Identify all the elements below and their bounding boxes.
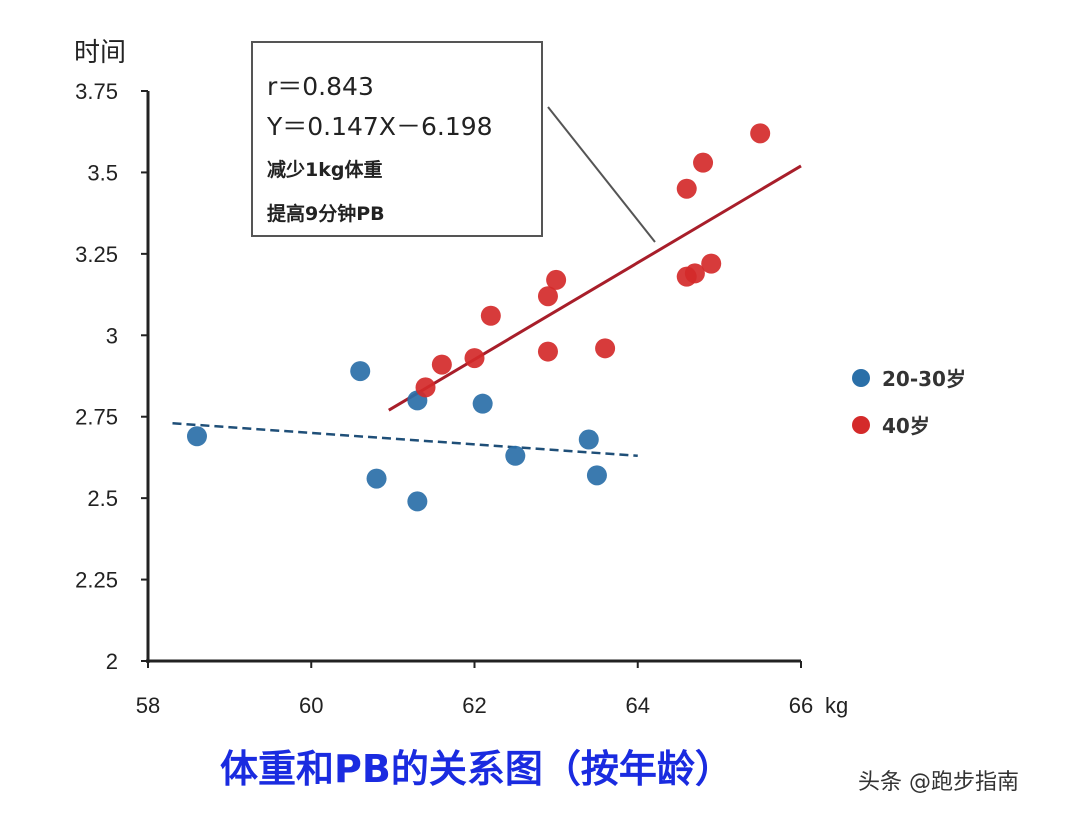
blue-data-point xyxy=(186,426,207,447)
red-data-point xyxy=(750,123,771,144)
annotation-box: r＝0.843 Y＝0.147X－6.198 减少1kg体重 提高9分钟PB xyxy=(251,41,543,237)
blue-data-point xyxy=(472,393,493,414)
annotation-r: r＝0.843 xyxy=(267,72,374,101)
red-data-point xyxy=(464,348,485,369)
legend-label: 40岁 xyxy=(882,414,930,438)
chart-title: 体重和PB的关系图（按年龄） xyxy=(220,747,733,791)
x-tick-label: 58 xyxy=(136,693,160,718)
red-data-point xyxy=(415,377,436,398)
y-tick-label: 2.5 xyxy=(87,486,118,511)
x-tick-label: 64 xyxy=(626,693,650,718)
annotation-line4: 提高9分钟PB xyxy=(267,203,385,225)
annotation-leader-line xyxy=(547,106,656,243)
y-tick-label: 3.5 xyxy=(87,160,118,185)
legend-label: 20-30岁 xyxy=(882,367,966,391)
y-tick-label: 2.75 xyxy=(75,405,118,430)
legend-marker-blue xyxy=(852,368,870,387)
legend-marker-red xyxy=(852,415,870,434)
red-data-point xyxy=(701,253,722,274)
x-tick-label: 62 xyxy=(462,693,486,718)
red-data-point xyxy=(480,305,501,326)
blue-trendline xyxy=(172,421,638,458)
y-axis-label: 时间 xyxy=(74,38,127,68)
x-tick-label: 60 xyxy=(299,693,323,718)
red-data-point xyxy=(537,286,558,307)
watermark: 头条 @跑步指南 xyxy=(858,770,1019,795)
red-data-point xyxy=(537,341,558,362)
blue-data-point xyxy=(350,361,371,382)
y-tick-label: 3 xyxy=(106,323,118,348)
annotation-equation: Y＝0.147X－6.198 xyxy=(267,112,493,141)
red-data-point xyxy=(595,338,616,359)
legend-item-20-30: 20-30岁 xyxy=(852,363,966,392)
red-trendline xyxy=(388,164,802,412)
y-tick-label: 3.25 xyxy=(75,242,118,267)
blue-data-point xyxy=(407,491,428,512)
y-tick-label: 2 xyxy=(106,649,118,674)
y-tick-label: 3.75 xyxy=(75,79,118,104)
blue-data-point xyxy=(578,429,599,450)
red-data-point xyxy=(546,269,567,290)
annotation-line3: 减少1kg体重 xyxy=(267,159,383,181)
blue-data-point xyxy=(586,465,607,486)
red-data-point xyxy=(693,152,714,173)
blue-data-point xyxy=(505,445,526,466)
x-tick-label: 66 xyxy=(789,693,813,718)
red-data-point xyxy=(431,354,452,375)
x-axis-unit: kg xyxy=(825,693,848,718)
red-data-point xyxy=(676,178,697,199)
red-data-point xyxy=(684,263,705,284)
legend-item-40: 40岁 xyxy=(852,410,930,439)
y-tick-label: 2.25 xyxy=(75,568,118,593)
blue-data-point xyxy=(366,468,387,489)
